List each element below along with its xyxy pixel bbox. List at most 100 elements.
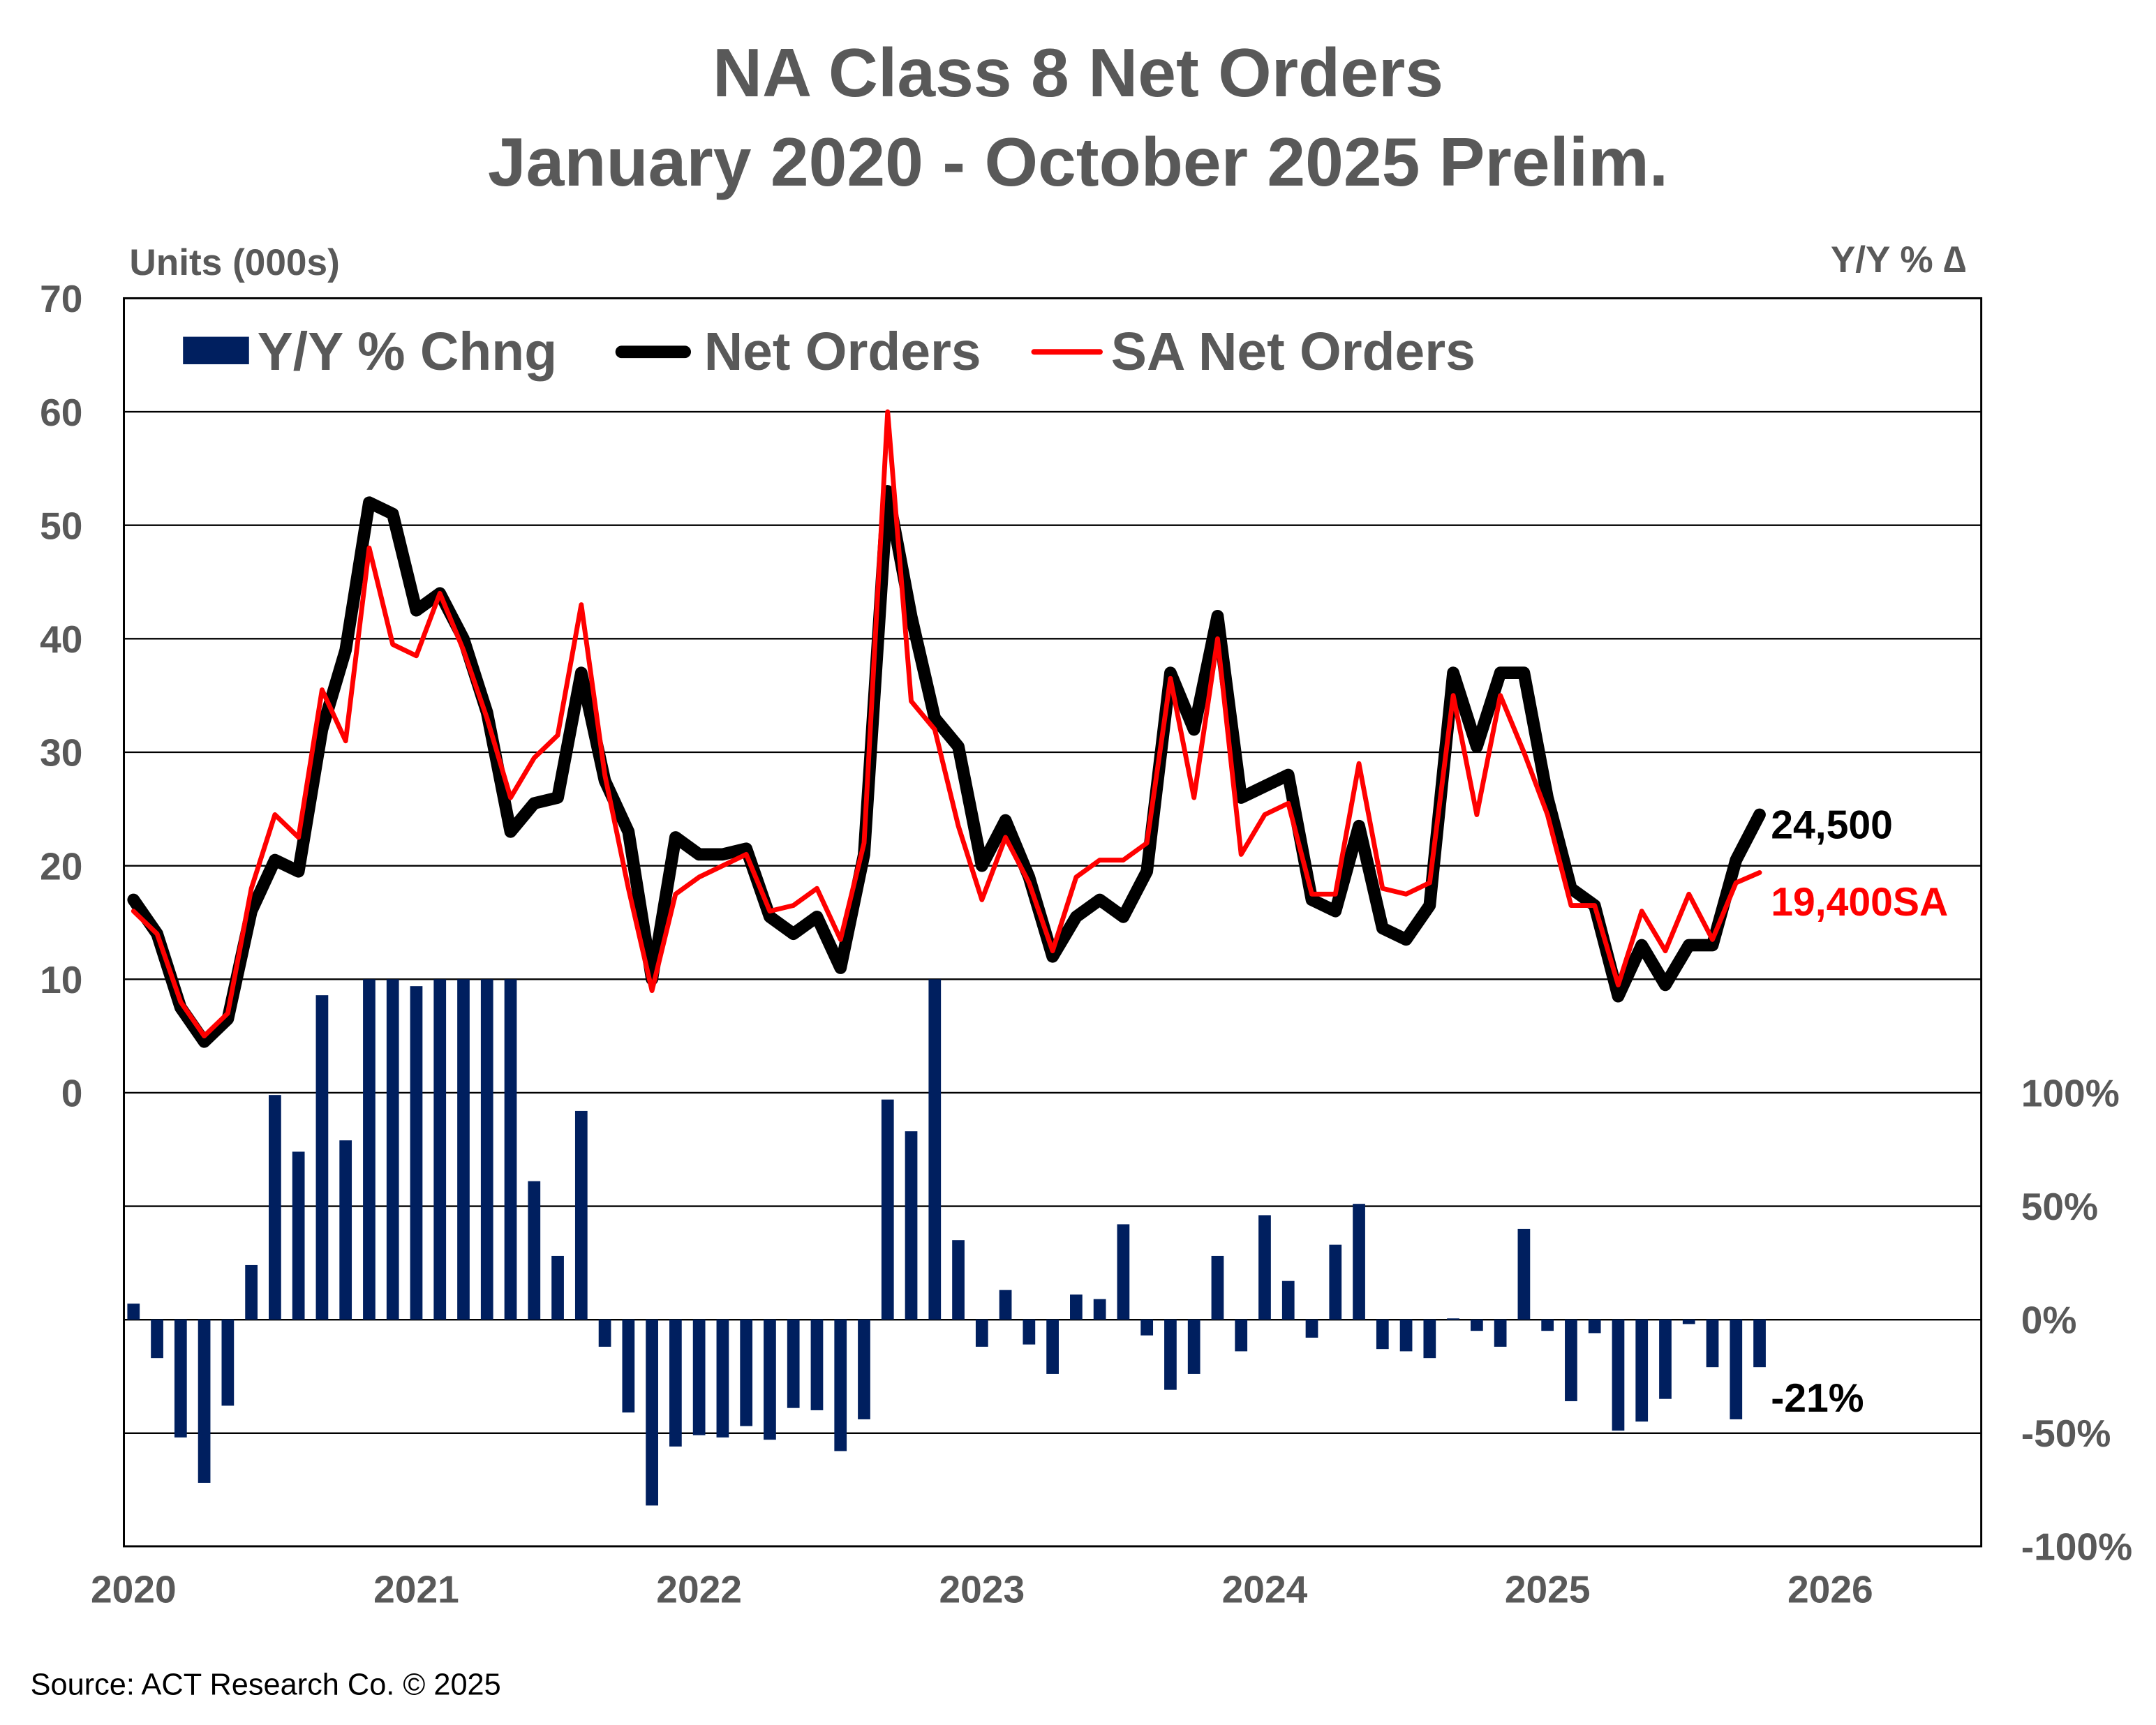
yoy-bar: [1046, 1319, 1059, 1374]
yoy-bar: [834, 1319, 847, 1451]
x-ticks: 2020 2021 2022 2023 2024 2025 2026: [91, 1568, 1873, 1611]
left-tick-label: 0: [61, 1072, 83, 1115]
right-tick-label: 50%: [2021, 1185, 2098, 1228]
chart-subtitle: January 2020 - October 2025 Prelim.: [488, 124, 1668, 200]
yoy-bar: [1565, 1319, 1577, 1401]
yoy-bars: [127, 979, 1766, 1506]
yoy-bar: [1187, 1319, 1200, 1374]
yoy-bar: [1023, 1319, 1036, 1345]
yoy-bar: [1093, 1299, 1106, 1320]
yoy-bar: [1494, 1319, 1507, 1347]
yoy-bar: [410, 986, 423, 1320]
left-tick-label: 70: [40, 277, 82, 320]
yoy-bar: [1517, 1228, 1531, 1320]
yoy-bar: [1117, 1224, 1130, 1320]
yoy-bar: [292, 1151, 305, 1320]
yoy-bar: [1588, 1319, 1601, 1334]
yoy-bar: [622, 1319, 635, 1413]
x-tick-label: 2020: [91, 1568, 177, 1611]
yoy-bar: [1447, 1318, 1459, 1320]
yoy-bar: [1235, 1319, 1248, 1352]
x-tick-label: 2026: [1787, 1568, 1873, 1611]
left-tick-label: 60: [40, 391, 82, 434]
yoy-bar: [528, 1181, 541, 1320]
yoy-bar: [433, 979, 447, 1320]
yoy-bar: [999, 1290, 1012, 1320]
yoy-bar: [174, 1319, 187, 1438]
yoy-bar: [1541, 1319, 1554, 1331]
source-note: Source: ACT Research Co. © 2025: [31, 1668, 501, 1702]
yoy-bar: [928, 979, 942, 1320]
yoy-bar: [457, 979, 470, 1320]
legend-label-net: Net Orders: [704, 322, 981, 382]
yoy-bar: [881, 1099, 894, 1320]
yoy-bar: [480, 979, 493, 1320]
annotation-sa: 19,400SA: [1771, 880, 1948, 925]
left-tick-label: 20: [40, 844, 82, 888]
yoy-bar: [339, 1140, 352, 1320]
left-tick-label: 40: [40, 618, 82, 661]
yoy-bar: [740, 1319, 753, 1426]
yoy-bar: [1399, 1319, 1413, 1352]
yoy-bar: [551, 1255, 564, 1320]
right-axis-label: Y/Y % ∆: [1831, 239, 1966, 281]
yoy-bar: [1471, 1319, 1483, 1331]
yoy-bar: [787, 1319, 800, 1408]
yoy-bar: [1659, 1319, 1672, 1399]
yoy-bar: [669, 1319, 682, 1447]
net-orders-line: [127, 485, 1766, 1048]
chart-title: NA Class 8 Net Orders: [713, 34, 1443, 111]
yoy-bar: [386, 979, 399, 1320]
yoy-bar: [363, 979, 376, 1320]
yoy-bar: [1682, 1319, 1695, 1324]
yoy-bar: [151, 1319, 163, 1359]
right-ticks: 100% 50% 0% -50% -100%: [2021, 1072, 2132, 1569]
yoy-bar: [952, 1240, 965, 1320]
yoy-bar: [1376, 1319, 1389, 1350]
yoy-bar: [504, 979, 517, 1320]
yoy-bar: [1305, 1319, 1318, 1338]
yoy-bar: [1281, 1280, 1295, 1320]
yoy-bar: [1070, 1294, 1083, 1320]
yoy-bar: [1140, 1319, 1154, 1336]
yoy-bar: [975, 1319, 988, 1347]
legend-label-sa: SA Net Orders: [1111, 322, 1475, 382]
yoy-bar: [1706, 1319, 1719, 1368]
yoy-bar: [245, 1264, 258, 1320]
x-tick-label: 2024: [1222, 1568, 1308, 1611]
yoy-bar: [692, 1319, 706, 1435]
yoy-bar: [646, 1319, 658, 1506]
yoy-bar: [764, 1319, 776, 1440]
yoy-bar: [198, 1319, 211, 1483]
yoy-bar: [269, 1095, 281, 1320]
yoy-bar: [1753, 1319, 1766, 1368]
left-tick-label: 10: [40, 958, 82, 1001]
yoy-bar: [905, 1131, 918, 1320]
yoy-bar: [1423, 1319, 1436, 1359]
x-tick-label: 2025: [1505, 1568, 1591, 1611]
right-tick-label: -100%: [2021, 1525, 2132, 1569]
plot-frame: [123, 297, 1983, 1548]
left-axis-label: Units (000s): [129, 242, 339, 283]
legend: Y/Y % Chng Net Orders SA Net Orders: [183, 322, 1475, 382]
yoy-bar: [1211, 1255, 1224, 1320]
sa-net-orders-line: [131, 409, 1762, 1039]
left-tick-label: 30: [40, 731, 82, 775]
yoy-bar: [598, 1319, 611, 1347]
left-ticks: 0 10 20 30 40 50 60 70: [40, 277, 82, 1114]
yoy-bar: [315, 995, 329, 1320]
right-tick-label: 0%: [2021, 1299, 2077, 1342]
yoy-bar: [574, 1110, 588, 1320]
yoy-bar: [1730, 1319, 1743, 1419]
left-tick-label: 50: [40, 504, 82, 547]
legend-label-yoy: Y/Y % Chng: [258, 322, 558, 382]
yoy-bar: [858, 1319, 870, 1419]
yoy-bar: [810, 1319, 824, 1410]
x-tick-label: 2023: [939, 1568, 1025, 1611]
yoy-bar: [1353, 1204, 1365, 1320]
legend-swatch-yoy: [183, 336, 249, 364]
right-tick-label: -50%: [2021, 1412, 2111, 1455]
x-tick-label: 2021: [373, 1568, 459, 1611]
yoy-bar: [1329, 1244, 1342, 1320]
